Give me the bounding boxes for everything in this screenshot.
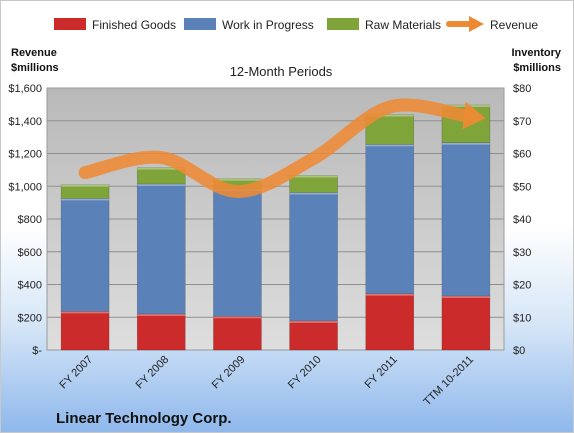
right-axis-title-line2: $millions xyxy=(513,62,561,74)
bar-highlight xyxy=(365,293,414,296)
bar-work-in-progress xyxy=(289,192,338,322)
right-tick-label: $80 xyxy=(513,83,531,95)
right-tick-label: $20 xyxy=(513,280,531,292)
bar-raw-materials xyxy=(136,167,186,185)
x-axis-ticks: FY 2007 FY 2008 FY 2009 FY 2010 FY 2011 TTM 1… xyxy=(57,354,476,409)
left-tick-label: $1,200 xyxy=(8,149,42,161)
right-tick-label: $10 xyxy=(513,312,531,324)
bar-finished-goods xyxy=(289,320,338,351)
bar-highlight xyxy=(137,183,186,186)
right-tick-label: $30 xyxy=(513,247,531,259)
x-tick-label: FY 2011 xyxy=(363,354,400,391)
bar-highlight xyxy=(61,184,110,187)
bar-work-in-progress xyxy=(136,183,186,315)
bar-highlight xyxy=(365,144,414,147)
revenue-arrowhead xyxy=(462,101,486,130)
left-tick-label: $1,400 xyxy=(8,116,42,128)
x-tick-label: TTM 10-2011 xyxy=(421,354,476,409)
revenue-line xyxy=(78,98,473,198)
legend-label-raw-materials: Raw Materials xyxy=(365,18,441,32)
legend-label-revenue: Revenue xyxy=(490,18,538,32)
x-tick-label: FY 2007 xyxy=(57,354,95,392)
left-tick-label: $800 xyxy=(18,214,42,226)
bar-highlight xyxy=(61,198,110,201)
right-tick-label: $0 xyxy=(513,345,525,357)
bar-highlight xyxy=(289,175,338,178)
left-tick-label: $1,600 xyxy=(8,83,42,95)
bar-finished-goods xyxy=(136,313,186,351)
left-tick-label: $- xyxy=(32,345,42,357)
right-tick-label: $40 xyxy=(513,214,531,226)
right-tick-label: $50 xyxy=(513,181,531,193)
bar-finished-goods xyxy=(60,311,110,351)
bar-work-in-progress xyxy=(60,198,110,312)
legend-label-finished-goods: Finished Goods xyxy=(92,18,176,32)
legend-label-work-in-progress: Work in Progress xyxy=(222,18,314,32)
left-axis-title-line1: Revenue xyxy=(11,47,57,59)
left-tick-label: $400 xyxy=(18,280,42,292)
company-name: Linear Technology Corp. xyxy=(56,410,232,427)
legend-swatch-work-in-progress xyxy=(184,18,216,30)
legend-swatch-raw-materials xyxy=(327,18,359,30)
left-tick-label: $200 xyxy=(18,312,42,324)
bar-finished-goods xyxy=(365,293,415,351)
left-tick-label: $600 xyxy=(18,247,42,259)
right-tick-label: $60 xyxy=(513,149,531,161)
x-tick-label: FY 2008 xyxy=(134,354,172,392)
bar-highlight xyxy=(289,192,338,195)
left-tick-label: $1,000 xyxy=(8,181,42,193)
bars xyxy=(60,104,491,351)
left-axis-title-line2: $millions xyxy=(11,62,59,74)
left-axis-ticks: $- $200 $400 $600 $800 $1,000 $1,200 $1,400 $1,6… xyxy=(8,83,42,357)
legend: Finished Goods Work in Progress Raw Mate… xyxy=(54,16,538,32)
bar-highlight xyxy=(365,114,414,117)
right-axis-title-line1: Inventory xyxy=(511,47,561,59)
chart-title: 12-Month Periods xyxy=(230,64,333,79)
bar-highlight xyxy=(441,142,490,145)
bar-finished-goods xyxy=(213,315,262,351)
revenue-line-series xyxy=(78,98,486,198)
bar-highlight xyxy=(137,313,186,316)
bar-raw-materials xyxy=(289,175,338,193)
bar-highlight xyxy=(61,311,110,314)
bar-finished-goods xyxy=(441,295,491,351)
right-tick-label: $70 xyxy=(513,116,531,128)
bar-highlight xyxy=(441,295,490,298)
right-axis-ticks: $0 $10 $20 $30 $40 $50 $60 $70 $80 xyxy=(513,83,531,357)
x-tick-label: FY 2009 xyxy=(210,354,248,392)
bar-work-in-progress xyxy=(365,144,415,294)
bar-raw-materials xyxy=(60,184,110,199)
bar-highlight xyxy=(213,178,262,181)
bar-highlight xyxy=(289,320,338,323)
bar-highlight xyxy=(137,167,186,170)
legend-swatch-finished-goods xyxy=(54,18,86,30)
bar-highlight xyxy=(213,316,262,319)
x-tick-label: FY 2010 xyxy=(286,354,324,392)
bar-work-in-progress xyxy=(213,188,262,317)
bar-work-in-progress xyxy=(441,142,491,297)
legend-swatch-revenue xyxy=(446,16,484,32)
